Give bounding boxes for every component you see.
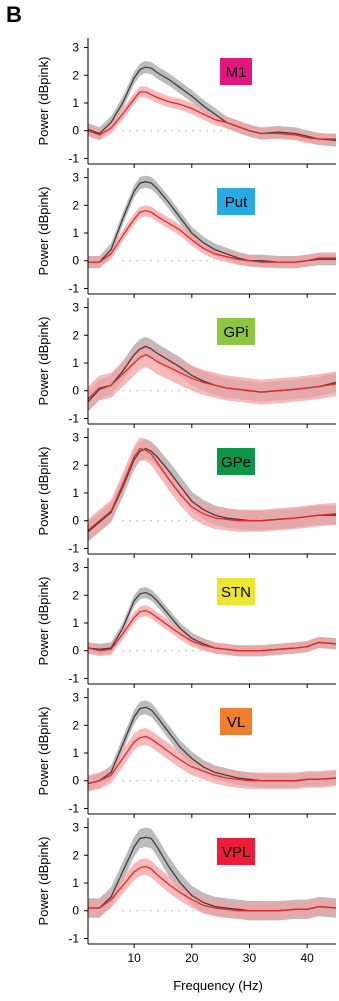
series-line-red xyxy=(87,91,336,140)
y-axis-label: Power (dBpink) xyxy=(36,837,51,926)
y-tick-label: 3 xyxy=(72,431,79,445)
region-label-box xyxy=(217,578,255,605)
series-band-red xyxy=(88,605,336,657)
y-tick-label: 2 xyxy=(72,718,79,732)
y-tick-label: 3 xyxy=(72,821,79,835)
series-line-red xyxy=(87,735,337,785)
y-tick-label: 0 xyxy=(72,644,79,658)
y-tick-label: -1 xyxy=(68,411,79,425)
region-label-box xyxy=(217,318,255,345)
y-tick-label: 0 xyxy=(72,514,79,528)
panel-gpi: -1 0 1 2 3 Power (dBpink) GPi xyxy=(36,298,337,428)
y-tick-label: 1 xyxy=(72,356,79,370)
series-line-red xyxy=(88,865,337,912)
panel-vpl: -1 0 1 2 3 10 20 30 40 Power (dBpink) VPL Frequency… xyxy=(36,818,337,993)
y-tick-label: 2 xyxy=(72,588,79,602)
y-tick-label: 1 xyxy=(72,876,79,890)
region-label-box xyxy=(217,188,255,215)
region-label: VL xyxy=(227,714,245,731)
panel-vl: -1 0 1 2 3 Power (dBpink) VL xyxy=(36,688,337,818)
series-line-gray xyxy=(87,66,337,142)
region-label: GPe xyxy=(221,454,251,471)
series-band-red xyxy=(88,858,336,919)
y-tick-label: -1 xyxy=(68,151,79,165)
y-tick-label: 0 xyxy=(72,254,79,268)
y-tick-label: 2 xyxy=(72,328,79,342)
y-tick-label: 3 xyxy=(72,41,79,55)
x-axis-label: Frequency (Hz) xyxy=(173,978,263,993)
y-tick-label: 1 xyxy=(72,616,79,630)
x-tick-label: 20 xyxy=(185,951,199,965)
panel-letter: B xyxy=(6,2,22,27)
y-tick-label: -1 xyxy=(68,801,79,815)
series-band-red xyxy=(88,728,336,792)
y-axis-label: Power (dBpink) xyxy=(36,707,51,796)
series-line-red xyxy=(87,609,337,652)
y-tick-label: -1 xyxy=(68,671,79,685)
y-tick-label: -1 xyxy=(68,931,79,945)
y-axis-label: Power (dBpink) xyxy=(36,447,51,536)
y-axis-label: Power (dBpink) xyxy=(36,317,51,406)
region-label: M1 xyxy=(226,64,247,81)
series-band-red xyxy=(88,342,336,412)
region-label-box xyxy=(217,448,255,475)
series-line-red xyxy=(87,353,337,400)
region-label-box xyxy=(220,708,252,735)
y-tick-label: 0 xyxy=(72,774,79,788)
region-label-box xyxy=(220,58,252,85)
x-tick-label: 10 xyxy=(127,951,141,965)
region-label: GPi xyxy=(223,324,248,341)
y-tick-label: -1 xyxy=(68,281,79,295)
panel-m1: -1 0 1 2 3 Power (dBpink) M1 xyxy=(36,38,337,168)
series-line-red xyxy=(88,210,336,263)
y-tick-label: 0 xyxy=(72,384,79,398)
y-tick-label: 1 xyxy=(72,96,79,110)
x-tick-label: 40 xyxy=(300,951,314,965)
y-tick-label: 0 xyxy=(72,904,79,918)
series-band-red xyxy=(88,86,336,145)
y-tick-label: -1 xyxy=(68,541,79,555)
region-label: VPL xyxy=(222,844,250,861)
y-tick-label: 1 xyxy=(72,486,79,500)
region-label: Put xyxy=(225,194,248,211)
series-line-red xyxy=(87,447,337,531)
y-tick-label: 1 xyxy=(72,746,79,760)
series-band-red xyxy=(88,437,336,542)
region-label-box xyxy=(217,838,255,865)
y-tick-label: 3 xyxy=(72,171,79,185)
y-tick-label: 2 xyxy=(72,68,79,82)
panel-stn: -1 0 1 2 3 Power (dBpink) STN xyxy=(36,558,337,688)
panel-gpe: -1 0 1 2 3 Power (dBpink) GPe xyxy=(36,428,337,558)
y-axis-label: Power (dBpink) xyxy=(36,577,51,666)
region-label: STN xyxy=(221,584,251,601)
panel-put: -1 0 1 2 3 Power (dBpink) Put xyxy=(36,168,336,298)
series-band-red xyxy=(88,205,336,268)
y-tick-label: 2 xyxy=(72,458,79,472)
y-tick-label: 0 xyxy=(72,124,79,138)
y-axis-label: Power (dBpink) xyxy=(36,187,51,276)
y-tick-label: 2 xyxy=(72,198,79,212)
y-tick-label: 3 xyxy=(72,561,79,575)
y-tick-label: 3 xyxy=(72,691,79,705)
y-axis-label: Power (dBpink) xyxy=(36,57,51,146)
y-tick-label: 1 xyxy=(72,226,79,240)
y-tick-label: 2 xyxy=(72,848,79,862)
x-tick-label: 30 xyxy=(243,951,257,965)
y-tick-label: 3 xyxy=(72,301,79,315)
